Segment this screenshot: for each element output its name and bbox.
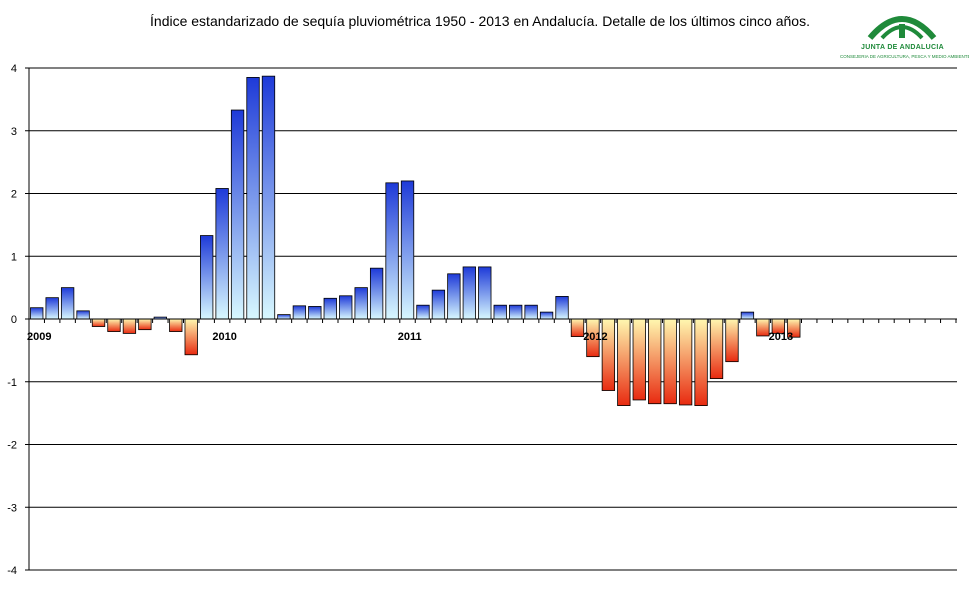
bar (385, 182, 399, 320)
axes (25, 67, 957, 571)
bar (678, 318, 693, 406)
bar (478, 266, 492, 320)
y-tick-label: 1 (11, 251, 17, 263)
bar (400, 180, 415, 320)
bar (447, 273, 461, 320)
bars (30, 75, 801, 406)
bar (555, 296, 569, 320)
year-label: 2009 (27, 331, 51, 343)
bar (725, 318, 739, 363)
y-tick-label: -1 (7, 377, 17, 389)
bar (215, 188, 229, 320)
bar (76, 310, 90, 320)
y-tick-label: 2 (11, 189, 17, 201)
bar (246, 77, 260, 320)
year-label: 2012 (583, 331, 607, 343)
year-label: 2010 (212, 331, 236, 343)
bar (323, 297, 337, 320)
y-tick-label: -4 (7, 565, 17, 577)
bar (230, 109, 245, 320)
bar (493, 304, 507, 320)
y-tick-label: 4 (11, 63, 17, 75)
bar (308, 306, 322, 320)
bar (184, 318, 198, 356)
logo-name: JUNTA DE ANDALUCIA (861, 44, 944, 51)
logo-department: CONSEJERIA DE AGRICULTURA, PESCA Y MEDIO… (840, 54, 969, 59)
bar (45, 297, 59, 320)
y-tick-label: 3 (11, 126, 17, 138)
year-label: 2011 (398, 331, 422, 343)
gridlines (29, 67, 957, 571)
bar (601, 318, 616, 391)
chart-title: Índice estandarizado de sequía pluviomét… (150, 13, 810, 29)
bar (509, 304, 523, 320)
bar (369, 267, 384, 320)
bar (169, 318, 183, 332)
y-tick-label: 0 (11, 314, 17, 326)
bar (122, 318, 137, 334)
bar (261, 75, 276, 320)
bar (663, 318, 677, 405)
axis-labels: 4 3 2 1 0 -1 -2 -3 -4 2009 2010 2011 2012 2013 (7, 63, 793, 577)
bar (570, 318, 585, 337)
year-label: 2013 (769, 331, 793, 343)
y-tick-label: -2 (7, 440, 17, 452)
bar (648, 318, 662, 405)
bar (756, 318, 770, 337)
y-tick-label: -3 (7, 502, 17, 514)
bar (539, 311, 554, 320)
bar (339, 295, 353, 320)
bar (107, 318, 121, 332)
bar (91, 318, 106, 327)
bar (416, 304, 430, 320)
bar (617, 318, 631, 406)
bar (431, 289, 446, 320)
bar (354, 287, 368, 320)
bar (200, 235, 214, 320)
bar (709, 318, 724, 380)
bar (30, 307, 44, 320)
bar (138, 318, 152, 331)
bar (524, 304, 538, 320)
bar (292, 305, 307, 320)
bar (694, 318, 708, 406)
bar (462, 266, 476, 320)
bar (277, 314, 291, 320)
junta-de-andalucia-logo: JUNTA DE ANDALUCIA CONSEJERIA DE AGRICUL… (840, 4, 969, 62)
logo-emblem-icon (867, 16, 937, 40)
bar (740, 311, 755, 320)
bar (632, 318, 646, 401)
bar (60, 287, 75, 320)
